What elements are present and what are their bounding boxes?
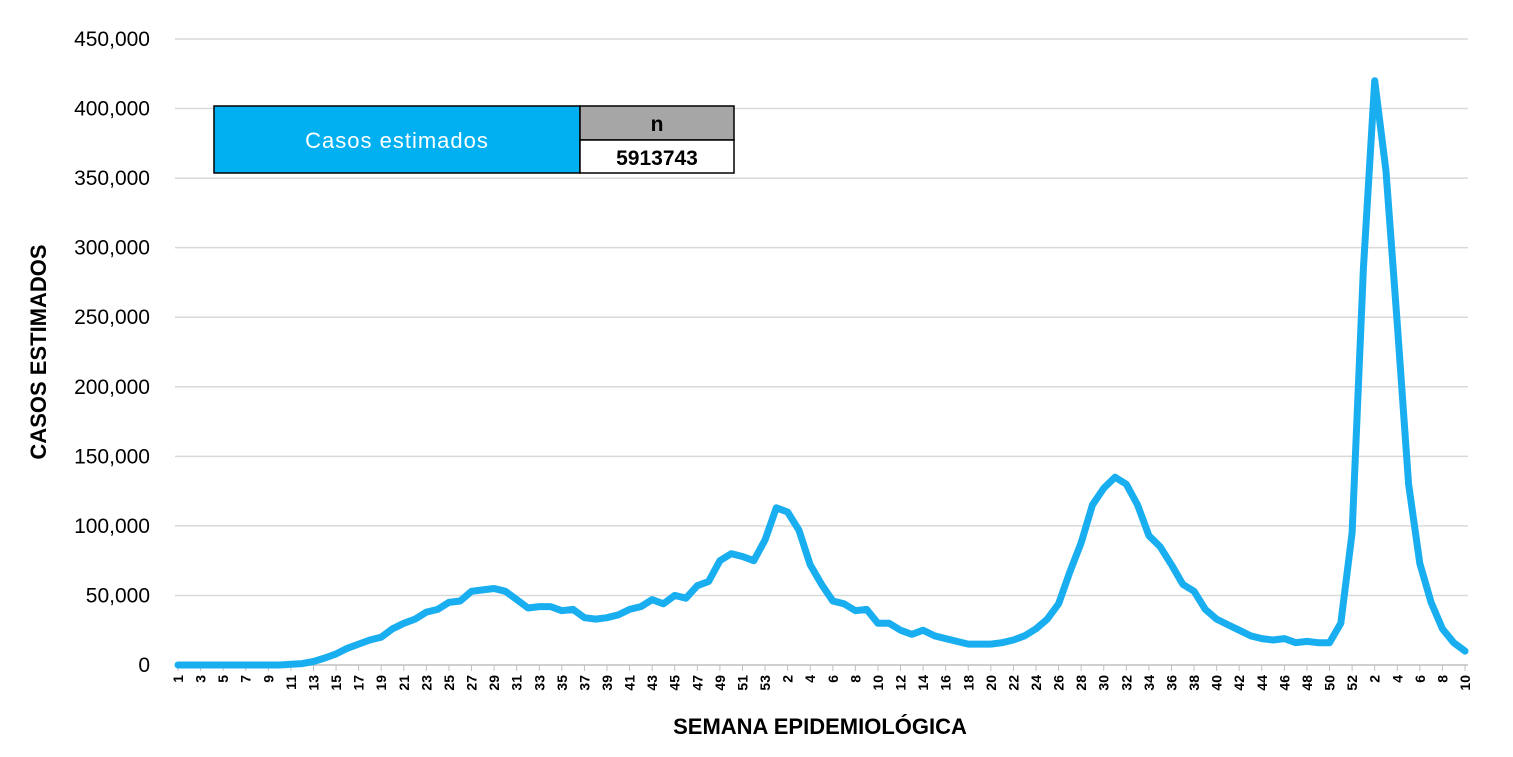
y-axis-title: CASOS ESTIMADOS — [26, 244, 51, 459]
x-tick-label: 2 — [1367, 675, 1383, 683]
x-tick-label: 33 — [531, 675, 547, 691]
y-tick-label: 0 — [138, 654, 150, 677]
x-tick-label: 34 — [1141, 675, 1157, 691]
x-tick-label: 11 — [283, 675, 299, 690]
x-tick-label: 22 — [1005, 675, 1021, 691]
x-tick-label: 31 — [509, 675, 525, 691]
x-tick-label: 27 — [464, 675, 480, 691]
x-tick-label: 8 — [1434, 675, 1450, 683]
x-tick-label: 47 — [689, 675, 705, 691]
x-tick-label: 4 — [802, 675, 818, 683]
y-tick-label: 50,000 — [86, 584, 150, 607]
summary-box-n-header: n — [651, 113, 664, 136]
y-tick-label: 100,000 — [74, 515, 150, 538]
x-tick-label: 32 — [1118, 675, 1134, 691]
x-tick-label: 10 — [1457, 675, 1473, 691]
y-tick-label: 300,000 — [74, 237, 150, 260]
x-tick-label: 28 — [1073, 675, 1089, 691]
x-tick-label: 35 — [554, 675, 570, 691]
x-tick-label: 10 — [870, 675, 886, 691]
x-tick-label: 25 — [441, 675, 457, 691]
y-tick-label: 200,000 — [74, 376, 150, 399]
x-tick-label: 21 — [396, 675, 412, 691]
x-tick-label: 38 — [1186, 675, 1202, 691]
y-tick-label: 400,000 — [74, 98, 150, 121]
x-tick-label: 4 — [1389, 675, 1405, 683]
x-tick-label: 18 — [960, 675, 976, 691]
x-tick-label: 1 — [170, 675, 186, 683]
x-tick-label: 44 — [1254, 675, 1270, 691]
x-tick-label: 17 — [351, 675, 367, 691]
x-tick-label: 40 — [1209, 675, 1225, 691]
summary-box-label: Casos estimados — [305, 128, 489, 153]
summary-box: Casos estimados n 5913743 — [213, 105, 735, 174]
x-tick-label: 15 — [328, 675, 344, 691]
x-tick-label: 2 — [780, 675, 796, 683]
x-tick-label: 13 — [305, 675, 321, 691]
x-tick-label: 36 — [1163, 675, 1179, 691]
x-tick-label: 6 — [825, 675, 841, 683]
x-tick-label: 46 — [1276, 675, 1292, 691]
x-tick-label: 23 — [418, 675, 434, 691]
x-tick-label: 37 — [576, 675, 592, 691]
x-tick-label: 3 — [193, 675, 209, 683]
x-axis-ticks: 1 3 5 7 9 11 13 15 17 19 21 23 25 27 29 31 33 35 37 39 41 43 4… — [170, 665, 1473, 691]
x-tick-label: 30 — [1096, 675, 1112, 691]
x-tick-label: 5 — [215, 675, 231, 683]
x-tick-label: 53 — [757, 675, 773, 691]
x-tick-label: 9 — [260, 675, 276, 683]
y-axis-ticks: 0 50,000 100,000 150,000 200,000 250,000 300,0… — [74, 28, 150, 677]
gridlines — [175, 38, 1468, 597]
x-tick-label: 52 — [1344, 675, 1360, 691]
y-tick-label: 150,000 — [74, 445, 150, 468]
x-tick-label: 50 — [1322, 675, 1338, 691]
x-tick-label: 12 — [893, 675, 909, 691]
x-axis-title: SEMANA EPIDEMIOLÓGICA — [673, 714, 967, 739]
series-line-casos — [174, 77, 1469, 669]
x-tick-label: 8 — [847, 675, 863, 683]
x-tick-label: 16 — [938, 675, 954, 691]
x-tick-label: 7 — [238, 675, 254, 683]
summary-box-value-cell — [579, 139, 735, 174]
x-tick-label: 43 — [644, 675, 660, 691]
summary-box-n-value: 5913743 — [616, 147, 698, 170]
x-tick-label: 45 — [667, 675, 683, 691]
summary-box-header-cell — [579, 105, 735, 141]
x-tick-label: 20 — [983, 675, 999, 691]
x-tick-label: 26 — [1051, 675, 1067, 691]
x-tick-label: 24 — [1028, 675, 1044, 691]
x-tick-label: 6 — [1412, 675, 1428, 683]
y-tick-label: 350,000 — [74, 167, 150, 190]
x-tick-label: 48 — [1299, 675, 1315, 691]
x-tick-label: 41 — [622, 675, 638, 691]
x-tick-label: 51 — [734, 675, 750, 691]
x-tick-label: 39 — [599, 675, 615, 691]
x-tick-label: 42 — [1231, 675, 1247, 691]
y-tick-label: 450,000 — [74, 28, 150, 51]
x-tick-label: 14 — [915, 675, 931, 691]
x-tick-label: 49 — [712, 675, 728, 691]
x-tick-label: 19 — [373, 675, 389, 691]
x-tick-label: 29 — [486, 675, 502, 691]
y-tick-label: 250,000 — [74, 306, 150, 329]
